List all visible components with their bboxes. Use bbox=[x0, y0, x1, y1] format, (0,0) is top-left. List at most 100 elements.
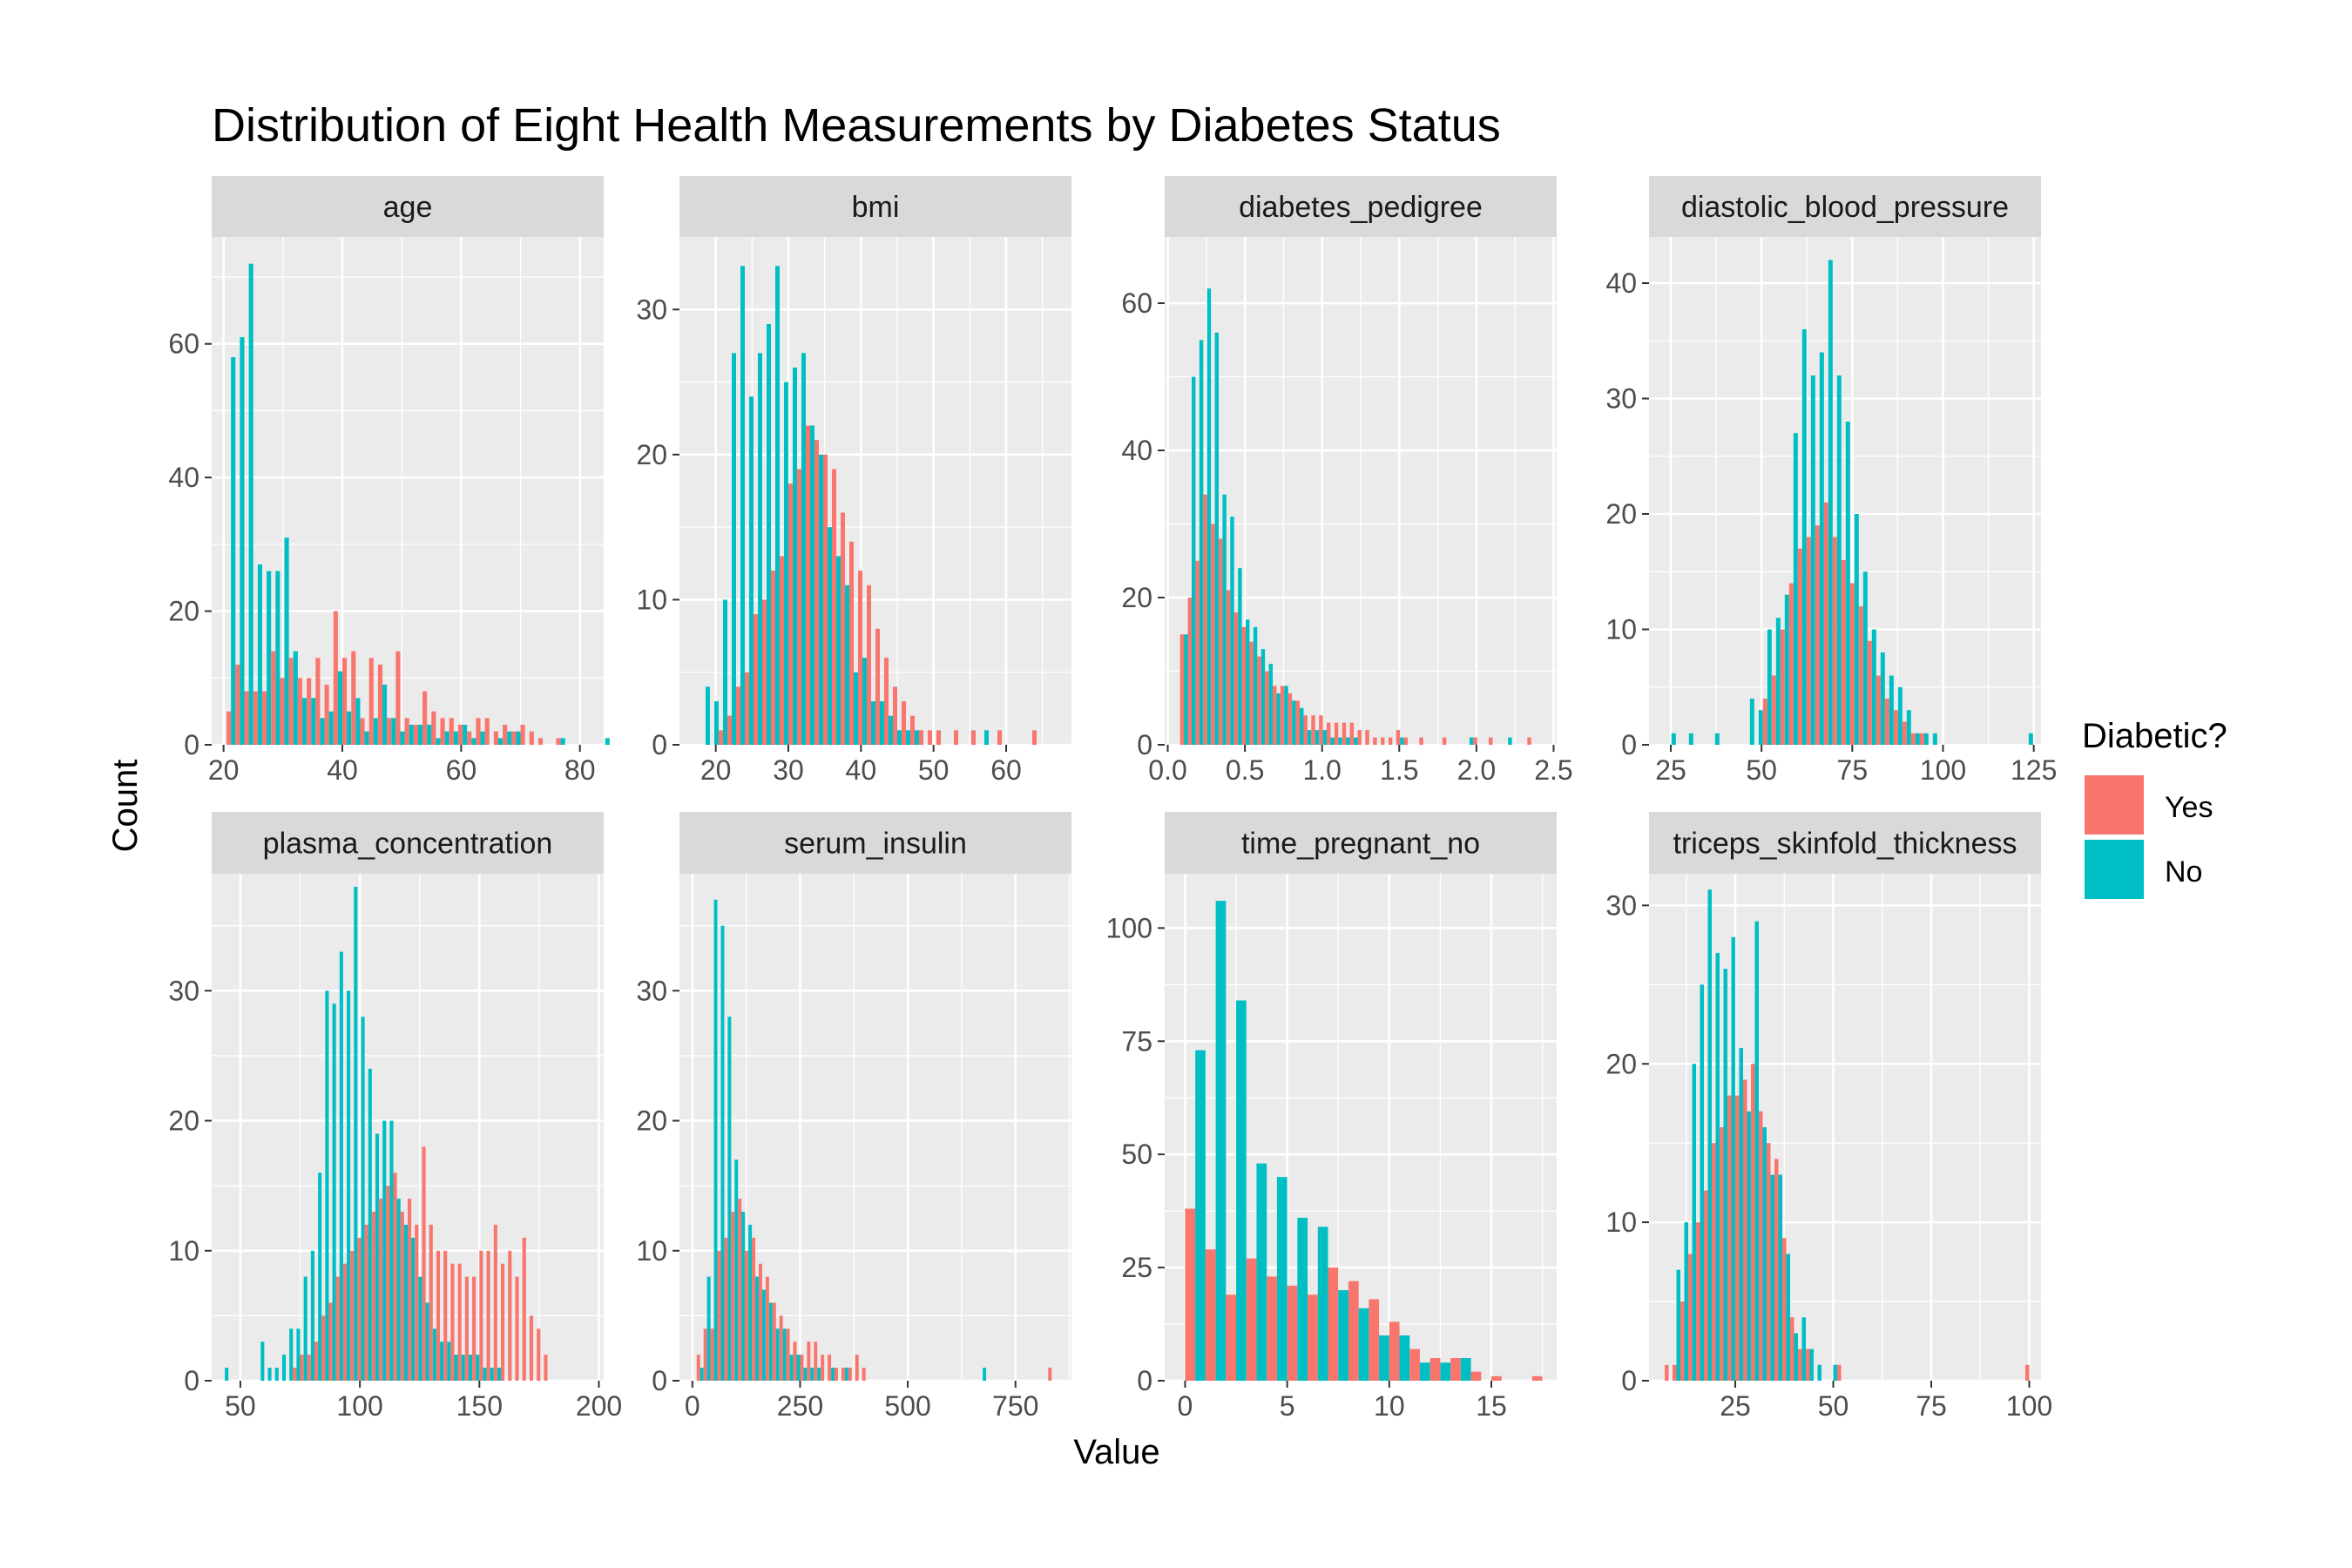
bar-no bbox=[1358, 1308, 1369, 1381]
bar-yes bbox=[408, 1199, 412, 1381]
bar-yes bbox=[324, 684, 329, 745]
bar-yes bbox=[503, 724, 508, 745]
bar-no bbox=[1315, 730, 1320, 745]
bar-no bbox=[497, 738, 504, 745]
bar-yes bbox=[371, 1212, 375, 1381]
bar-no bbox=[248, 263, 253, 745]
bar-no bbox=[2028, 733, 2033, 745]
bar-yes bbox=[797, 469, 801, 745]
bar-yes bbox=[431, 711, 436, 745]
bar-yes bbox=[1696, 1222, 1700, 1381]
bar-yes bbox=[1876, 675, 1881, 745]
bar-no bbox=[339, 951, 343, 1381]
bar-yes bbox=[823, 454, 828, 745]
bar-no bbox=[490, 1368, 494, 1381]
bar-no bbox=[560, 738, 565, 745]
bar-yes bbox=[404, 718, 409, 745]
bar-yes bbox=[1774, 1159, 1779, 1381]
x-tick-label: 15 bbox=[1476, 1390, 1507, 1422]
bar-no bbox=[1897, 686, 1903, 745]
bar-yes bbox=[511, 731, 517, 745]
x-tick-label: 80 bbox=[564, 754, 596, 786]
bar-yes bbox=[1751, 1064, 1755, 1381]
bar-no bbox=[1184, 634, 1188, 745]
bar-no bbox=[1700, 984, 1704, 1381]
bar-no bbox=[1801, 329, 1807, 745]
bar-yes bbox=[1381, 737, 1385, 745]
x-tick-label: 100 bbox=[2006, 1390, 2052, 1422]
bar-yes bbox=[288, 658, 294, 745]
legend-title: Diabetic? bbox=[2082, 717, 2227, 755]
bar-yes bbox=[508, 1250, 512, 1381]
bar-no bbox=[1932, 733, 1937, 745]
facet-strip-label: time_pregnant_no bbox=[1241, 828, 1480, 861]
bar-yes bbox=[501, 1263, 505, 1381]
bar-yes bbox=[261, 691, 267, 745]
bar-no bbox=[1330, 737, 1335, 745]
x-tick-label: 60 bbox=[446, 754, 477, 786]
x-tick-label: 125 bbox=[2011, 754, 2057, 786]
y-tick-label: 20 bbox=[1605, 1048, 1637, 1079]
bar-yes bbox=[800, 1355, 804, 1381]
bar-yes bbox=[436, 1250, 441, 1381]
bar-no bbox=[427, 724, 432, 745]
bar-yes bbox=[253, 691, 258, 745]
bar-no bbox=[862, 658, 867, 745]
bar-yes bbox=[928, 730, 932, 745]
bar-yes bbox=[919, 730, 923, 745]
bar-no bbox=[1222, 494, 1227, 745]
bar-no bbox=[758, 353, 762, 745]
bar-no bbox=[391, 718, 396, 745]
bar-yes bbox=[821, 1355, 825, 1381]
bar-no bbox=[1889, 675, 1894, 745]
bar-no bbox=[810, 1368, 814, 1381]
bar-yes bbox=[736, 686, 740, 745]
bar-yes bbox=[537, 1328, 541, 1381]
bar-yes bbox=[1806, 537, 1811, 745]
bar-no bbox=[836, 556, 841, 745]
facet-serum-insulin: serum_insulin 0 250 500 750 0 10 20 30 bbox=[636, 812, 1071, 1422]
bar-yes bbox=[314, 1342, 319, 1381]
y-tick-label: 30 bbox=[1605, 383, 1637, 415]
bar-no bbox=[373, 718, 378, 745]
facet-strip-label: age bbox=[383, 191, 433, 224]
bar-no bbox=[354, 886, 358, 1381]
bar-no bbox=[447, 1342, 451, 1381]
bar-no bbox=[1256, 1163, 1267, 1381]
bar-no bbox=[289, 1328, 294, 1381]
bar-yes bbox=[703, 1328, 707, 1381]
bar-yes bbox=[884, 658, 889, 745]
bar-yes bbox=[814, 440, 819, 745]
x-tick-label: 150 bbox=[456, 1390, 503, 1422]
bar-yes bbox=[515, 1276, 519, 1381]
y-tick-label: 0 bbox=[184, 729, 199, 760]
bar-no bbox=[796, 1355, 801, 1381]
bar-no bbox=[1770, 1174, 1774, 1381]
facet-strip-label: bmi bbox=[852, 191, 900, 224]
bar-no bbox=[1230, 517, 1234, 745]
y-tick-label: 10 bbox=[168, 1235, 199, 1267]
bar-yes bbox=[472, 1276, 476, 1381]
facet-diastolic-blood-pressure: diastolic_blood_pressure 25 50 75 100 125 0 10 2… bbox=[1605, 176, 2057, 786]
bar-no bbox=[1854, 514, 1859, 745]
bar-yes bbox=[1369, 1299, 1380, 1381]
bar-yes bbox=[1389, 1321, 1400, 1381]
bar-no bbox=[1260, 649, 1266, 745]
facet-strip bbox=[212, 176, 604, 237]
bar-no bbox=[768, 1302, 773, 1381]
bar-no bbox=[828, 527, 832, 745]
bar-no bbox=[1292, 700, 1296, 745]
bar-yes bbox=[1388, 737, 1393, 745]
bar-no bbox=[454, 1355, 458, 1381]
y-tick-label: 40 bbox=[1121, 435, 1152, 466]
bar-yes bbox=[457, 1263, 462, 1381]
bar-yes bbox=[493, 1224, 497, 1381]
bar-no bbox=[897, 730, 902, 745]
bar-no bbox=[817, 1368, 821, 1381]
bar-no bbox=[1684, 1222, 1688, 1381]
bar-yes bbox=[971, 730, 976, 745]
bar-yes bbox=[226, 711, 232, 745]
bar-yes bbox=[936, 730, 941, 745]
bar-no bbox=[337, 671, 342, 745]
